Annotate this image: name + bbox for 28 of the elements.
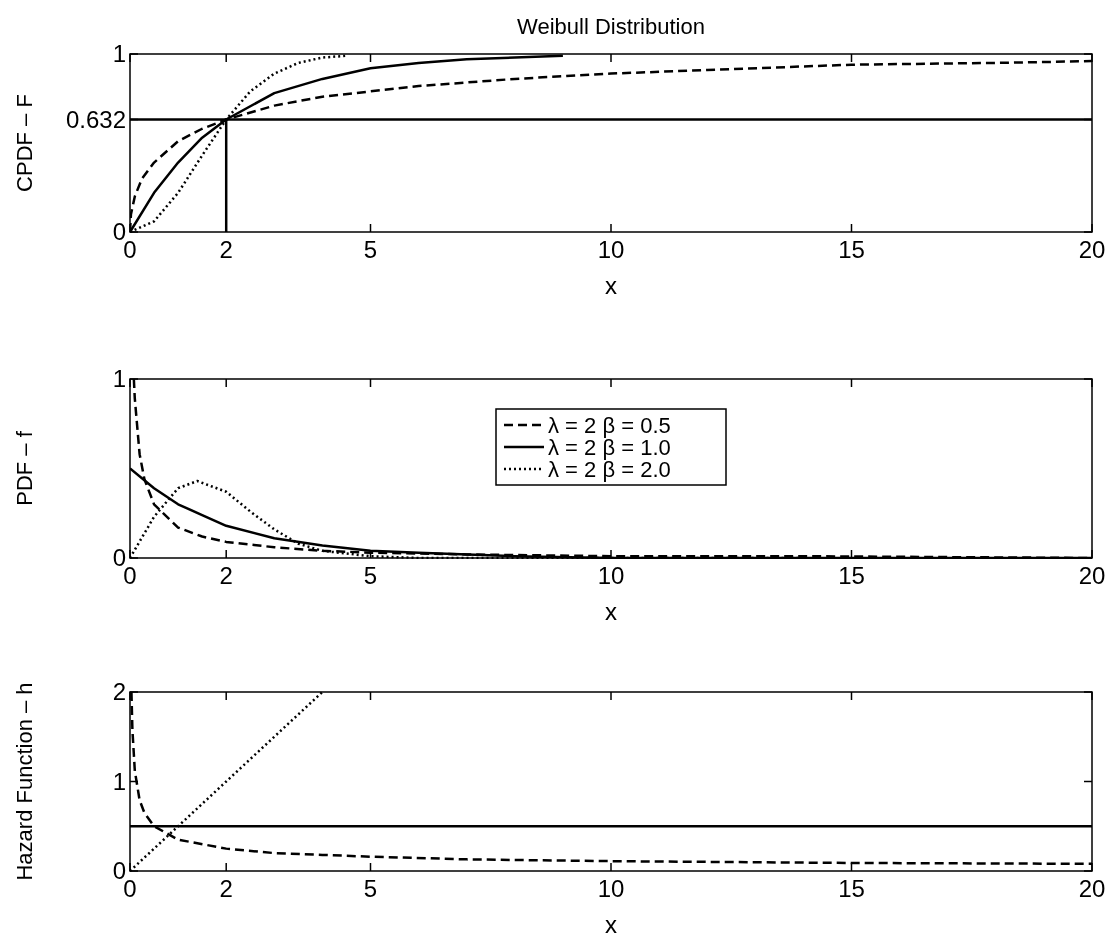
chart-title: Weibull Distribution bbox=[517, 14, 705, 39]
x-axis-title: x bbox=[605, 911, 617, 938]
y-tick-label: 0.632 bbox=[65, 105, 126, 133]
x-tick-label: 5 bbox=[363, 236, 378, 263]
x-tick-label: 2 bbox=[219, 875, 233, 902]
x-tick-label: 15 bbox=[838, 562, 865, 589]
y-tick-label: 1 bbox=[112, 767, 126, 795]
y-axis-title: Hazard Function – h bbox=[12, 682, 37, 881]
x-tick-label: 10 bbox=[597, 562, 625, 589]
x-tick-label: 15 bbox=[838, 875, 865, 902]
y-axis-title: CPDF – F bbox=[12, 94, 37, 192]
x-tick-label: 5 bbox=[363, 875, 378, 902]
x-tick-label: 10 bbox=[597, 236, 625, 263]
x-tick-label: 20 bbox=[1078, 562, 1106, 589]
x-tick-label: 15 bbox=[838, 236, 865, 263]
y-tick-label: 1 bbox=[112, 40, 126, 68]
y-tick-label: 1 bbox=[112, 365, 126, 393]
x-tick-label: 2 bbox=[219, 236, 233, 263]
x-tick-label: 20 bbox=[1078, 875, 1106, 902]
x-axis-title: x bbox=[605, 272, 617, 299]
legend-label: λ = 2 β = 0.5 bbox=[548, 412, 671, 438]
x-axis-title: x bbox=[605, 598, 617, 625]
x-tick-label: 5 bbox=[363, 562, 378, 589]
x-tick-label: 2 bbox=[219, 562, 233, 589]
y-tick-label: 2 bbox=[112, 678, 126, 706]
x-tick-label: 10 bbox=[597, 875, 625, 902]
x-tick-label: 20 bbox=[1078, 236, 1106, 263]
y-axis-title: PDF – f bbox=[12, 430, 37, 506]
